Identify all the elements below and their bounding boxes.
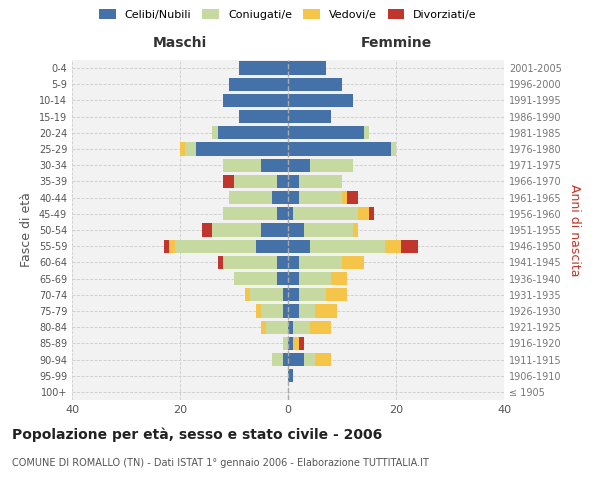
Bar xyxy=(223,256,277,269)
Bar xyxy=(234,272,277,285)
Bar xyxy=(310,158,353,172)
Bar xyxy=(288,224,304,236)
Bar xyxy=(272,353,283,366)
Bar xyxy=(391,142,396,156)
Bar xyxy=(256,240,288,253)
Bar xyxy=(212,126,218,140)
Legend: Celibi/Nubili, Coniugati/e, Vedovi/e, Divorziati/e: Celibi/Nubili, Coniugati/e, Vedovi/e, Di… xyxy=(95,4,481,24)
Bar xyxy=(288,78,342,91)
Bar xyxy=(164,240,169,253)
Bar xyxy=(234,175,277,188)
Y-axis label: Fasce di età: Fasce di età xyxy=(20,192,33,268)
Bar xyxy=(299,191,342,204)
Bar xyxy=(299,304,315,318)
Bar xyxy=(342,191,347,204)
Bar xyxy=(288,336,293,350)
Bar xyxy=(288,175,299,188)
Bar xyxy=(283,304,288,318)
Bar xyxy=(261,320,266,334)
Bar xyxy=(288,191,299,204)
Bar xyxy=(299,272,331,285)
Bar xyxy=(299,288,326,302)
Bar xyxy=(277,207,288,220)
Bar xyxy=(310,320,331,334)
Bar xyxy=(347,191,358,204)
Bar xyxy=(212,224,261,236)
Bar xyxy=(218,126,288,140)
Y-axis label: Anni di nascita: Anni di nascita xyxy=(568,184,581,276)
Bar xyxy=(385,240,401,253)
Bar xyxy=(299,256,342,269)
Text: Maschi: Maschi xyxy=(153,36,207,51)
Bar xyxy=(288,304,299,318)
Bar xyxy=(304,353,315,366)
Bar xyxy=(288,158,310,172)
Bar xyxy=(310,240,385,253)
Bar xyxy=(261,224,288,236)
Bar xyxy=(256,304,261,318)
Bar xyxy=(293,207,358,220)
Bar xyxy=(196,142,288,156)
Bar xyxy=(245,288,250,302)
Bar xyxy=(229,78,288,91)
Bar xyxy=(358,207,369,220)
Bar xyxy=(288,369,293,382)
Bar xyxy=(202,224,212,236)
Bar xyxy=(288,126,364,140)
Bar xyxy=(169,240,175,253)
Bar xyxy=(277,175,288,188)
Bar xyxy=(261,304,283,318)
Bar xyxy=(288,94,353,107)
Bar xyxy=(288,353,304,366)
Bar xyxy=(283,288,288,302)
Bar xyxy=(293,320,310,334)
Bar xyxy=(288,110,331,124)
Bar xyxy=(304,224,353,236)
Bar xyxy=(277,256,288,269)
Text: Femmine: Femmine xyxy=(361,36,431,51)
Bar xyxy=(288,207,293,220)
Bar xyxy=(283,353,288,366)
Bar xyxy=(218,256,223,269)
Bar xyxy=(299,175,342,188)
Bar xyxy=(239,62,288,74)
Bar xyxy=(180,142,185,156)
Bar xyxy=(223,158,261,172)
Bar xyxy=(401,240,418,253)
Bar xyxy=(288,142,391,156)
Bar xyxy=(293,336,299,350)
Bar xyxy=(283,336,288,350)
Bar xyxy=(266,320,288,334)
Bar xyxy=(299,336,304,350)
Bar xyxy=(326,288,347,302)
Bar xyxy=(288,62,326,74)
Bar xyxy=(223,94,288,107)
Text: COMUNE DI ROMALLO (TN) - Dati ISTAT 1° gennaio 2006 - Elaborazione TUTTITALIA.IT: COMUNE DI ROMALLO (TN) - Dati ISTAT 1° g… xyxy=(12,458,429,468)
Bar xyxy=(277,272,288,285)
Bar xyxy=(315,353,331,366)
Bar xyxy=(288,272,299,285)
Bar xyxy=(364,126,369,140)
Bar xyxy=(261,158,288,172)
Text: Popolazione per età, sesso e stato civile - 2006: Popolazione per età, sesso e stato civil… xyxy=(12,428,382,442)
Bar xyxy=(272,191,288,204)
Bar xyxy=(229,191,272,204)
Bar xyxy=(185,142,196,156)
Bar xyxy=(369,207,374,220)
Bar xyxy=(175,240,256,253)
Bar xyxy=(315,304,337,318)
Bar xyxy=(353,224,358,236)
Bar xyxy=(250,288,283,302)
Bar xyxy=(342,256,364,269)
Bar xyxy=(223,175,234,188)
Bar xyxy=(288,320,293,334)
Bar xyxy=(331,272,347,285)
Bar xyxy=(223,207,277,220)
Bar xyxy=(288,256,299,269)
Bar xyxy=(239,110,288,124)
Bar xyxy=(288,288,299,302)
Bar xyxy=(288,240,310,253)
